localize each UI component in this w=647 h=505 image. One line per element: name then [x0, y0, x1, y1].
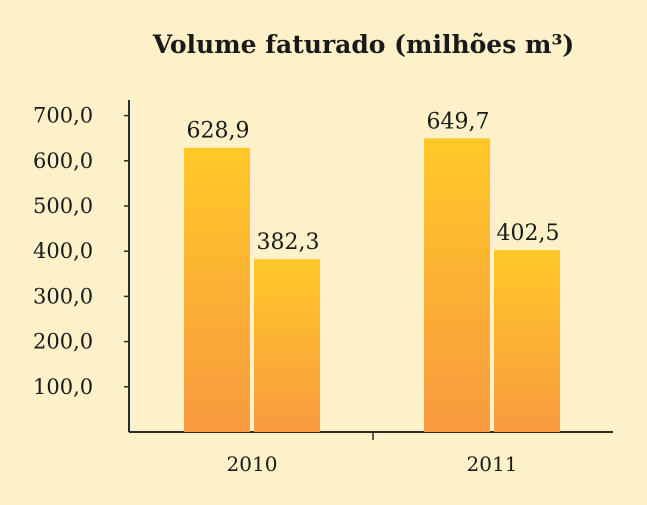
bar-value-label: 649,7 — [427, 109, 490, 134]
y-tick-label: 500,0 — [33, 194, 93, 218]
bar — [254, 259, 320, 432]
bar-value-label: 628,9 — [187, 119, 250, 144]
chart-title: Volume faturado (milhões m³) — [152, 30, 575, 59]
bar — [184, 147, 250, 433]
y-tick-label: 300,0 — [33, 284, 93, 308]
bar-value-label: 382,3 — [257, 230, 320, 255]
y-tick-label: 100,0 — [33, 375, 93, 399]
y-tick-label: 200,0 — [33, 330, 93, 354]
x-tick-label: 2010 — [227, 452, 278, 476]
bar — [494, 250, 560, 432]
x-tick-label: 2011 — [467, 452, 518, 476]
bar — [424, 138, 490, 432]
y-tick-label: 700,0 — [33, 104, 93, 128]
y-tick-label: 600,0 — [33, 149, 93, 173]
bar-value-label: 402,5 — [497, 221, 560, 246]
y-tick-label: 400,0 — [33, 239, 93, 263]
